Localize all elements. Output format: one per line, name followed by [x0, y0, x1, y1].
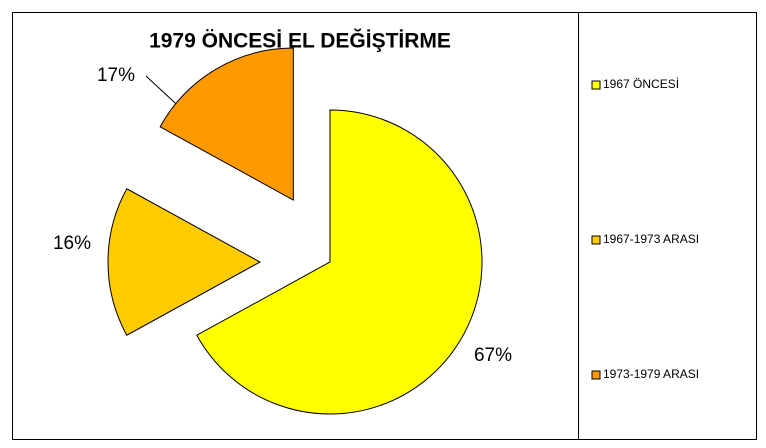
- pie-slice: [107, 188, 262, 336]
- chart-title: 1979 ÖNCESİ EL DEĞİŞTİRME: [149, 29, 451, 53]
- legend-label: 1973-1979 ARASI: [603, 367, 699, 381]
- legend-swatch: [591, 235, 601, 245]
- value-label: 16%: [53, 233, 91, 254]
- leader-line: [145, 75, 177, 105]
- value-label: 17%: [97, 65, 135, 86]
- legend-swatch: [591, 80, 601, 90]
- pie-slice: [196, 109, 483, 415]
- legend-label: 1967 ÖNCESİ: [603, 77, 679, 91]
- pie-slice: [159, 47, 294, 201]
- legend-swatch: [591, 370, 601, 380]
- legend-box: [578, 12, 757, 440]
- legend-label: 1967-1973 ARASI: [603, 232, 699, 246]
- value-label: 67%: [474, 345, 512, 366]
